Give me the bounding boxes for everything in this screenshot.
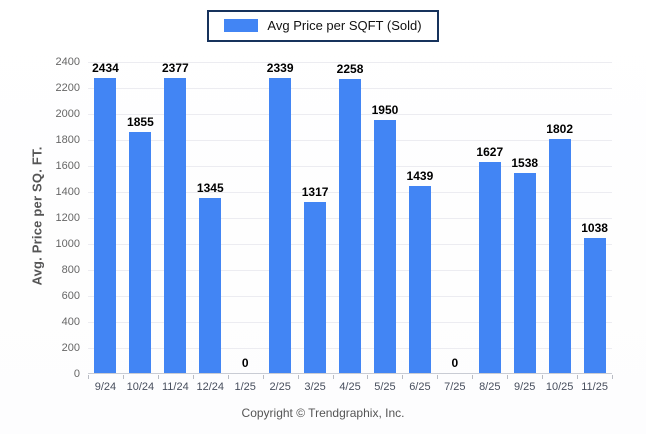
x-axis-tick-mark <box>227 375 229 379</box>
bar <box>548 138 571 373</box>
legend-swatch-icon <box>224 19 259 32</box>
bar <box>164 78 187 373</box>
x-tick-label: 4/25 <box>339 381 361 393</box>
x-axis-tick-mark <box>262 375 264 379</box>
x-axis-tick-mark <box>157 375 159 379</box>
x-tick-label: 10/25 <box>545 381 574 393</box>
x-tick-label: 11/25 <box>581 381 608 393</box>
plot-area: 2434 1855 2377 1345 0 2339 1317 2258 1950 1439 0 16… <box>88 61 613 393</box>
y-tick-label: 1400 <box>55 186 80 198</box>
bar <box>408 185 431 373</box>
x-tick-label: 2/25 <box>269 381 291 393</box>
y-tick-label: 200 <box>61 342 80 354</box>
x-tick-label: 7/25 <box>444 381 466 393</box>
bar <box>339 79 362 373</box>
x-axis-tick-mark <box>472 375 474 379</box>
bar-value-label: 1802 <box>546 121 573 136</box>
x-tick-label: 11/24 <box>161 381 189 393</box>
bar-slot: 2434 <box>88 61 123 373</box>
y-tick-label: 400 <box>61 316 80 328</box>
bar-value-label: 1038 <box>581 221 608 236</box>
y-tick-label: 2000 <box>55 108 80 120</box>
bar-value-label: 1538 <box>511 156 539 171</box>
bar-slot: 1439 <box>402 61 437 373</box>
x-axis-tick-mark <box>577 375 579 379</box>
bar <box>478 161 501 373</box>
bar-slot: 1855 <box>123 61 158 373</box>
bar-slot: 1627 <box>472 61 507 373</box>
x-axis-tick-mark <box>122 375 124 379</box>
x-tick-label: 9/25 <box>514 381 536 393</box>
y-tick-label: 1600 <box>55 160 80 172</box>
bar-slot: 0 <box>437 61 472 373</box>
x-tick-label: 5/25 <box>374 381 396 393</box>
bar-value-label: 1950 <box>371 102 399 117</box>
x-tick-label: 12/24 <box>196 381 225 393</box>
y-tick-label: 0 <box>73 368 80 380</box>
bars-container: 2434 1855 2377 1345 0 2339 1317 2258 1950 1439 0 16… <box>88 61 612 373</box>
bar-slot: 0 <box>228 61 263 373</box>
y-tick-label: 800 <box>61 264 80 276</box>
bar <box>513 173 536 373</box>
y-tick-label: 2400 <box>55 56 80 68</box>
bar-value-label: 0 <box>451 356 459 370</box>
y-tick-label: 600 <box>61 290 80 302</box>
bar-value-label: 1855 <box>127 114 154 129</box>
x-tick-label: 9/24 <box>94 381 117 393</box>
y-tick-label: 1200 <box>55 212 80 224</box>
bar-slot: 2339 <box>263 61 298 373</box>
x-tick-label: 1/25 <box>234 381 256 393</box>
x-axis-tick-mark <box>192 375 194 379</box>
bar-value-label: 2258 <box>336 62 364 77</box>
bar-value-label: 1345 <box>196 181 224 196</box>
x-axis-tick-mark <box>367 375 369 379</box>
bar-slot: 1950 <box>368 61 403 373</box>
x-tick-label: 10/24 <box>126 381 155 393</box>
x-axis-tick-labels: 9/24 10/24 11/24 12/24 1/25 2/25 3/25 4/25 5/25 6… <box>88 381 612 393</box>
legend: Avg Price per SQFT (Sold) <box>207 10 439 42</box>
x-axis-tick-mark <box>437 375 439 379</box>
x-tick-label: 8/25 <box>479 381 501 393</box>
bar-value-label: 2339 <box>266 61 294 75</box>
x-axis-tick-mark <box>88 375 89 379</box>
x-axis-ticks <box>88 374 613 379</box>
bar <box>373 119 396 373</box>
bar-slot: 1317 <box>298 61 333 373</box>
bar-value-label: 2377 <box>161 61 189 75</box>
x-tick-label: 6/25 <box>409 381 431 393</box>
y-axis-tick-labels: 0 200 400 600 800 1000 1200 1400 1600 1800 2000 220… <box>0 56 80 380</box>
x-axis-tick-mark <box>612 375 613 379</box>
y-tick-label: 1000 <box>55 238 80 250</box>
x-axis-tick-mark <box>507 375 509 379</box>
bar-slot: 1538 <box>507 61 542 373</box>
bar-slot: 1038 <box>577 61 612 373</box>
bar-value-label: 1317 <box>301 184 329 199</box>
bar <box>269 78 292 373</box>
copyright-text: Copyright © Trendgraphix, Inc. <box>241 406 405 420</box>
bar-value-label: 2434 <box>92 61 119 75</box>
x-axis-tick-mark <box>402 375 404 379</box>
bar <box>199 198 222 373</box>
x-axis-tick-mark <box>297 375 299 379</box>
bar-value-label: 0 <box>241 356 249 370</box>
bar-slot: 1802 <box>542 61 577 373</box>
gridline <box>88 62 612 63</box>
x-axis-tick-mark <box>542 375 544 379</box>
bar <box>583 238 606 373</box>
bar-slot: 1345 <box>193 61 228 373</box>
y-tick-label: 1800 <box>55 134 80 146</box>
y-tick-label: 2200 <box>55 82 80 94</box>
bar-value-label: 1627 <box>476 144 504 159</box>
bar <box>304 201 327 373</box>
legend-label: Avg Price per SQFT (Sold) <box>267 18 422 33</box>
bar <box>94 78 117 373</box>
x-axis-tick-mark <box>332 375 334 379</box>
bar-value-label: 1439 <box>406 168 434 183</box>
bar-slot: 2377 <box>158 61 193 373</box>
bar-slot: 2258 <box>333 61 368 373</box>
x-tick-label: 3/25 <box>304 381 326 393</box>
bar <box>129 131 152 373</box>
